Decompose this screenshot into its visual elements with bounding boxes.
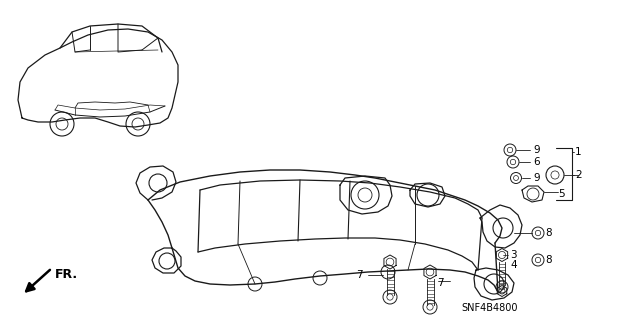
Text: 8: 8 — [545, 228, 552, 238]
Text: FR.: FR. — [55, 269, 78, 281]
Text: 9: 9 — [533, 145, 540, 155]
Text: 1: 1 — [575, 147, 582, 157]
Text: 8: 8 — [545, 255, 552, 265]
Text: SNF4B4800: SNF4B4800 — [461, 303, 518, 313]
Text: 5: 5 — [558, 189, 564, 199]
Text: 6: 6 — [533, 157, 540, 167]
Text: 9: 9 — [533, 173, 540, 183]
Text: 3: 3 — [510, 250, 516, 260]
Text: 7: 7 — [356, 270, 363, 280]
Text: 7: 7 — [437, 278, 444, 288]
Text: 4: 4 — [510, 260, 516, 270]
Text: 2: 2 — [575, 170, 582, 180]
